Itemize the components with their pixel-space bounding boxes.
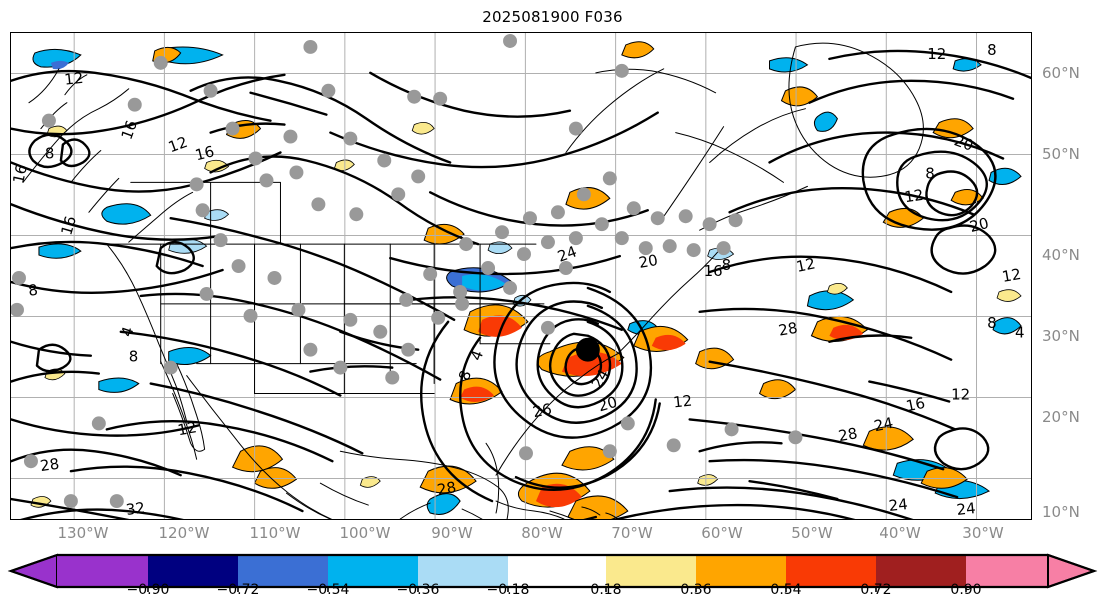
svg-text:20: 20: [596, 393, 619, 416]
colorbar-seg-1[interactable]: [148, 555, 238, 587]
svg-text:16: 16: [704, 262, 723, 280]
contour-labels: 12 8 16 16 12 16 16 8 4 8 28 32 24 20 16…: [11, 41, 1025, 519]
colorbar-seg-7[interactable]: [696, 555, 786, 587]
colorbar-outline: [7, 553, 1098, 589]
lat-tick-60n: 60°N: [1042, 64, 1080, 82]
svg-text:16: 16: [904, 394, 926, 416]
lat-tick-10n: 10°N: [1042, 503, 1080, 521]
svg-text:8: 8: [925, 164, 935, 182]
colorbar-seg-8[interactable]: [786, 555, 876, 587]
svg-text:12: 12: [63, 69, 84, 89]
lon-tick-100w: 100°W: [339, 524, 391, 542]
colorbar-seg-6[interactable]: [606, 555, 696, 587]
lon-tick-130w: 130°W: [57, 524, 109, 542]
lon-tick-120w: 120°W: [158, 524, 210, 542]
colorbar-label-0: −0.90: [126, 582, 170, 598]
station-dots: [11, 33, 803, 509]
svg-text:28: 28: [777, 319, 799, 340]
svg-text:16: 16: [11, 163, 31, 185]
lon-tick-40w: 40°W: [879, 524, 921, 542]
lon-tick-50w: 50°W: [791, 524, 833, 542]
colorbar-ticks: [147, 587, 967, 592]
colorbar-label-2: −0.54: [306, 582, 350, 598]
colorbar-label-8: 0.72: [860, 582, 892, 598]
lon-tick-80w: 80°W: [521, 524, 563, 542]
svg-text:16: 16: [57, 214, 80, 237]
colorbar[interactable]: −0.90 −0.72 −0.54 −0.36 −0.18 0.18 0.36 …: [0, 552, 1105, 614]
lon-tick-60w: 60°W: [701, 524, 743, 542]
map-panel[interactable]: 12 8 16 16 12 16 16 8 4 8 28 32 24 20 16…: [10, 32, 1032, 520]
colorbar-label-4: −0.18: [486, 582, 530, 598]
svg-text:12: 12: [1001, 265, 1023, 286]
svg-text:20: 20: [968, 214, 991, 236]
colorbar-label-3: −0.36: [396, 582, 440, 598]
colorbar-seg-3[interactable]: [328, 555, 418, 587]
svg-text:24: 24: [555, 242, 579, 265]
colorbar-seg-10[interactable]: [966, 555, 1048, 587]
svg-text:8: 8: [45, 144, 55, 162]
map-canvas[interactable]: 12 8 16 16 12 16 16 8 4 8 28 32 24 20 16…: [11, 33, 1031, 519]
svg-text:12: 12: [166, 133, 190, 156]
storm-center-marker[interactable]: [575, 337, 600, 362]
svg-text:20: 20: [952, 131, 976, 154]
svg-text:28: 28: [436, 478, 458, 499]
svg-text:24: 24: [956, 499, 977, 519]
lat-tick-20n: 20°N: [1042, 408, 1080, 426]
colorbar-seg-0[interactable]: [57, 555, 148, 587]
svg-text:8: 8: [27, 281, 39, 300]
svg-text:8: 8: [987, 41, 997, 59]
colorbar-label-1: −0.72: [216, 582, 260, 598]
svg-text:28: 28: [39, 455, 60, 475]
svg-text:12: 12: [903, 186, 924, 206]
lon-tick-110w: 110°W: [249, 524, 301, 542]
svg-text:8: 8: [987, 314, 997, 332]
colorbar-under-arrow[interactable]: [7, 553, 58, 589]
svg-text:16: 16: [118, 118, 141, 142]
colorbar-seg-4[interactable]: [418, 555, 508, 587]
colorbar-seg-9[interactable]: [876, 555, 966, 587]
colorbar-label-7: 0.54: [770, 582, 802, 598]
svg-text:26: 26: [531, 400, 553, 422]
svg-text:24: 24: [888, 495, 909, 515]
colorbar-swatches[interactable]: [0, 552, 1105, 592]
colorbar-seg-2[interactable]: [238, 555, 328, 587]
svg-text:16: 16: [193, 142, 216, 164]
svg-text:24: 24: [872, 414, 894, 436]
colorbar-label-5: 0.18: [590, 582, 622, 598]
colorbar-over-arrow[interactable]: [1047, 553, 1098, 589]
svg-text:28: 28: [837, 424, 859, 445]
svg-text:8: 8: [129, 348, 139, 366]
colorbar-label-6: 0.36: [680, 582, 712, 598]
svg-text:12: 12: [927, 45, 946, 63]
svg-text:12: 12: [951, 386, 970, 404]
lon-tick-30w: 30°W: [962, 524, 1004, 542]
svg-text:12: 12: [672, 392, 693, 412]
lon-tick-70w: 70°W: [611, 524, 653, 542]
colorbar-label-9: 0.90: [950, 582, 982, 598]
svg-text:20: 20: [637, 251, 659, 272]
svg-text:32: 32: [125, 499, 146, 519]
svg-text:8: 8: [722, 256, 732, 274]
svg-text:12: 12: [176, 418, 198, 439]
lat-tick-40n: 40°N: [1042, 246, 1080, 264]
lon-tick-90w: 90°W: [431, 524, 473, 542]
svg-text:4: 4: [1015, 324, 1025, 342]
lat-tick-50n: 50°N: [1042, 145, 1080, 163]
svg-text:12: 12: [795, 254, 817, 276]
page-title: 2025081900 F036: [482, 8, 623, 26]
lat-tick-30n: 30°N: [1042, 327, 1080, 345]
colorbar-seg-5[interactable]: [508, 555, 606, 587]
